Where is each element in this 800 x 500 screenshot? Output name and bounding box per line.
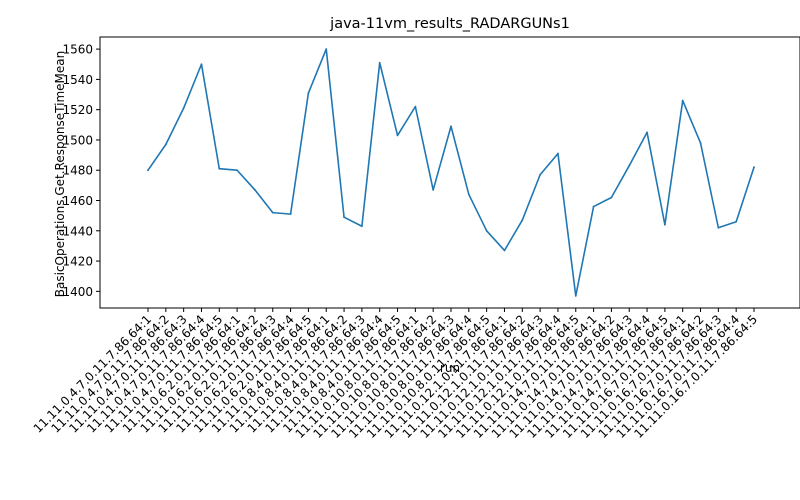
plot-area-frame — [99, 36, 800, 309]
data-point — [147, 169, 149, 172]
data-point — [307, 92, 310, 94]
series-layer — [147, 48, 755, 297]
data-point — [610, 196, 613, 199]
y-tick-label: 1460 — [62, 194, 93, 208]
data-point — [343, 216, 345, 219]
data-point — [396, 134, 399, 137]
x-axis-ticks: 11.11.0.4.7.0.11.7.86.64:111.11.0.4.7.0.… — [31, 308, 760, 441]
data-point — [378, 61, 381, 64]
y-tick-label: 1540 — [62, 73, 93, 87]
y-axis-label: BasicOperations.Get.ResponseTimeMean — [53, 51, 67, 297]
data-point — [360, 225, 363, 228]
data-point — [557, 152, 559, 155]
y-tick-label: 1520 — [62, 103, 93, 117]
data-point — [485, 229, 488, 232]
data-point — [735, 220, 738, 223]
data-point — [218, 167, 221, 170]
data-point — [450, 125, 452, 128]
data-point — [200, 63, 203, 66]
data-point — [182, 107, 185, 110]
y-tick-label: 1560 — [62, 43, 93, 57]
data-point — [432, 189, 435, 191]
y-tick-label: 1440 — [62, 224, 93, 238]
data-point — [681, 99, 684, 102]
data-point — [753, 166, 755, 169]
chart-title: java-11vm_results_RADARGUNs1 — [329, 16, 570, 32]
y-tick-label: 1500 — [62, 133, 93, 147]
data-point — [289, 213, 292, 216]
data-point — [467, 193, 470, 196]
data-point — [521, 219, 524, 222]
data-point — [271, 211, 274, 214]
data-point — [646, 131, 648, 134]
y-axis-ticks: 1400 1420 1440 1460 1480 1500 1520 1540 1560 — [62, 43, 100, 299]
y-tick-label: 1400 — [62, 285, 93, 299]
data-point — [717, 226, 720, 229]
x-axis-label: run — [440, 361, 460, 375]
data-point — [503, 249, 506, 252]
data-point — [592, 205, 595, 208]
data-point — [325, 48, 328, 51]
data-point — [628, 164, 631, 167]
data-point — [414, 105, 417, 108]
data-point — [663, 223, 666, 226]
y-tick-label: 1480 — [62, 164, 93, 178]
data-point — [236, 169, 239, 172]
data-point — [539, 173, 542, 176]
data-point — [254, 189, 256, 191]
data-point — [164, 143, 167, 146]
data-point — [699, 142, 702, 144]
y-tick-label: 1420 — [62, 255, 93, 269]
data-point — [574, 294, 577, 297]
